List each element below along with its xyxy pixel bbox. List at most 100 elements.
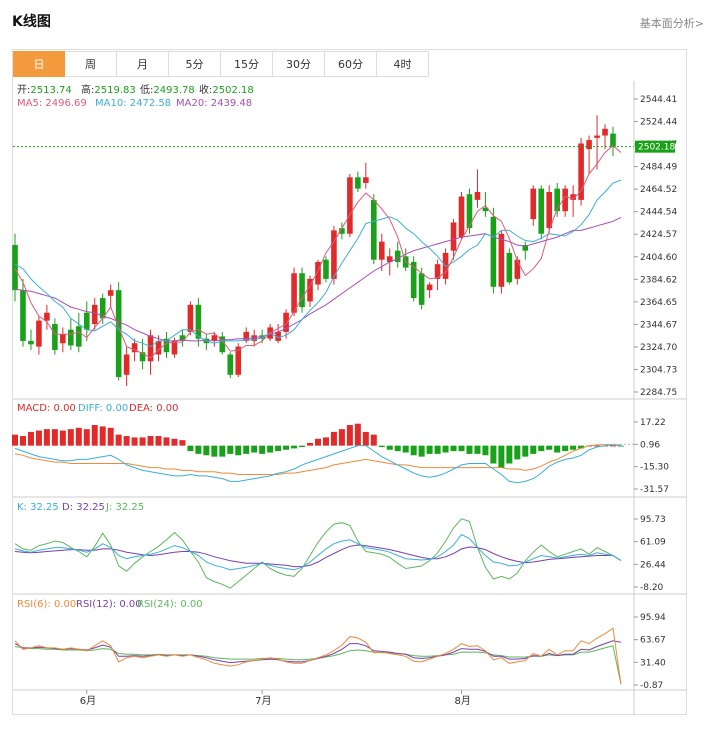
- macd-tick-label: -15.30: [640, 463, 669, 473]
- macd-bar: [291, 445, 298, 449]
- macd-bar: [617, 445, 624, 447]
- macd-bar: [91, 425, 98, 446]
- ma-label-0: MA5: 2496.69: [17, 98, 87, 109]
- macd-bar: [610, 445, 616, 447]
- kdj-label-1: D: 32.25: [62, 502, 105, 513]
- macd-bar: [187, 445, 194, 452]
- macd-bar: [12, 434, 18, 446]
- macd-bar: [59, 430, 66, 446]
- candle-body: [355, 177, 361, 189]
- rsi-tick-label: 95.94: [640, 613, 666, 623]
- macd-bar: [227, 445, 234, 454]
- macd-bar: [163, 437, 170, 446]
- tab-1[interactable]: 周: [65, 51, 117, 77]
- candle-body: [99, 298, 106, 319]
- candle-body: [371, 199, 377, 260]
- tab-3[interactable]: 5分: [169, 51, 221, 77]
- candle-body: [12, 245, 18, 291]
- candle-body: [259, 335, 265, 339]
- macd-bar: [418, 445, 425, 457]
- macd-bar: [530, 445, 537, 454]
- last-price-badge: [635, 140, 675, 153]
- price-tick-label: 2544.41: [640, 95, 677, 105]
- macd-bar: [115, 434, 122, 446]
- ma-label-2: MA20: 2439.48: [176, 98, 252, 109]
- macd-bar: [99, 426, 106, 446]
- macd-bar: [482, 445, 489, 456]
- kdj-tick-label: 26.44: [640, 560, 666, 570]
- ma10-line: [14, 179, 622, 348]
- ohlc-label: 低:2493.78: [140, 83, 195, 96]
- candle-body: [52, 324, 58, 350]
- candle-body: [107, 290, 114, 296]
- candle-body: [44, 312, 50, 321]
- candle-body: [410, 261, 417, 299]
- macd-bar: [514, 445, 521, 460]
- fundamental-analysis-link[interactable]: 基本面分析>: [639, 17, 704, 30]
- tab-5[interactable]: 30分: [273, 51, 325, 77]
- macd-bar: [75, 427, 82, 446]
- candle-body: [339, 228, 345, 234]
- price-tick-label: 2524.44: [640, 118, 677, 128]
- candle-body: [482, 207, 489, 212]
- price-tick-label: 2444.54: [640, 208, 677, 218]
- macd-bar: [51, 429, 58, 446]
- macd-bar: [139, 437, 146, 446]
- candle-body: [171, 340, 178, 355]
- macd-bar: [314, 438, 321, 446]
- candle-body: [211, 335, 218, 341]
- macd-bar: [35, 430, 42, 446]
- price-tick-label: 2304.73: [640, 365, 677, 375]
- candle-body: [243, 331, 250, 341]
- price-tick-label: 2284.75: [640, 388, 677, 398]
- macd-bar: [219, 445, 226, 457]
- candle-body: [139, 352, 146, 362]
- candle-body: [323, 259, 329, 279]
- macd-bar: [322, 437, 329, 446]
- macd-bar: [107, 427, 114, 446]
- macd-bar: [171, 438, 178, 446]
- macd-bar: [410, 445, 417, 456]
- tab-2[interactable]: 月: [117, 51, 169, 77]
- macd-bar: [307, 442, 314, 446]
- macd-bar: [490, 445, 497, 464]
- ma-label-1: MA10: 2472.58: [95, 98, 171, 109]
- macd-bar: [506, 445, 513, 464]
- rsi12-line: [14, 640, 622, 664]
- candle-body: [378, 241, 385, 260]
- rsi-tick-label: -0.87: [640, 681, 663, 691]
- macd-bar: [243, 445, 250, 454]
- candle-body: [490, 216, 497, 287]
- candle-body: [386, 256, 393, 262]
- rsi-tick-label: 63.67: [640, 636, 666, 646]
- macd-bar: [458, 445, 465, 452]
- candle-body: [60, 334, 66, 344]
- macd-bar: [466, 445, 473, 454]
- page-title: K线图: [12, 14, 51, 30]
- tab-6[interactable]: 60分: [325, 51, 377, 77]
- candle-body: [530, 188, 537, 220]
- tab-0[interactable]: 日: [13, 51, 65, 77]
- price-tick-label: 2324.70: [640, 343, 677, 353]
- macd-bar: [402, 445, 409, 453]
- candle-body: [28, 340, 34, 345]
- macd-bar: [346, 425, 353, 446]
- kdj-label-2: J: 32.25: [105, 502, 144, 513]
- rsi-label-2: RSI(24): 0.00: [137, 599, 203, 610]
- macd-bar: [354, 423, 361, 446]
- price-tick-label: 2384.62: [640, 275, 677, 285]
- ohlc-label: 开:2513.74: [17, 85, 72, 96]
- macd-bar: [442, 445, 449, 453]
- macd-bar: [43, 429, 50, 446]
- macd-bar: [195, 445, 202, 454]
- tab-4[interactable]: 15分: [221, 51, 273, 77]
- macd-bar: [594, 445, 601, 447]
- candle-body: [91, 304, 98, 325]
- macd-bar: [179, 440, 186, 446]
- candle-body: [187, 304, 194, 332]
- macd-bar: [83, 429, 90, 446]
- candle-body: [283, 312, 289, 332]
- tab-7[interactable]: 4时: [377, 51, 429, 77]
- candle-body: [291, 273, 297, 313]
